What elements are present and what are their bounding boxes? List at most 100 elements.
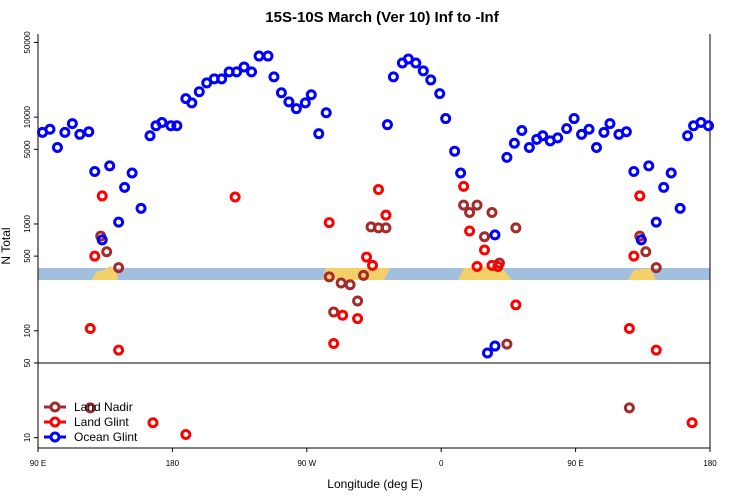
point (328, 306, 340, 318)
point (682, 130, 694, 142)
point (238, 61, 250, 73)
x-axis-label: Longitude (deg E) (327, 477, 422, 491)
point (576, 128, 588, 140)
point (299, 97, 311, 109)
point (323, 271, 335, 283)
legend-marker (49, 416, 61, 428)
y-tick-label: 10000 (23, 105, 32, 128)
point (156, 117, 168, 129)
point (171, 120, 183, 132)
axes: 90 E 180 90 W 0 90 E 180 10 50 100 500 1000 5000 100… (23, 31, 717, 468)
y-tick-label: 1000 (23, 215, 32, 233)
point (628, 250, 640, 262)
legend-label: Land Glint (74, 415, 129, 429)
legend-marker (49, 401, 61, 413)
point (337, 309, 349, 321)
point (283, 96, 295, 108)
point (381, 119, 393, 131)
point (180, 429, 192, 441)
point (96, 234, 108, 246)
y-tick-label: 500 (23, 249, 32, 263)
land-patch (92, 266, 118, 280)
point (74, 128, 86, 140)
point (686, 417, 698, 429)
y-tick-label: 100 (23, 324, 32, 338)
point (703, 120, 715, 132)
point (516, 124, 528, 136)
point (623, 402, 635, 414)
point (458, 199, 470, 211)
point (410, 57, 422, 69)
point (231, 66, 243, 78)
point (344, 279, 356, 291)
point (335, 277, 347, 289)
point (650, 262, 662, 274)
point (508, 137, 520, 149)
point (113, 216, 125, 228)
point (650, 344, 662, 356)
point (84, 402, 96, 414)
point (537, 130, 549, 142)
point (380, 222, 392, 234)
point (492, 260, 504, 272)
point (135, 202, 147, 214)
point (216, 73, 228, 85)
point (380, 209, 392, 221)
point (104, 160, 116, 172)
point (658, 181, 670, 193)
point (44, 123, 56, 135)
point (643, 160, 655, 172)
point (417, 65, 429, 77)
point (628, 165, 640, 177)
point (510, 222, 522, 234)
point (623, 323, 635, 335)
point (481, 347, 493, 359)
point (126, 167, 138, 179)
point (523, 141, 535, 153)
x-tick-label: 180 (166, 459, 180, 468)
chart-title: 15S-10S March (Ver 10) Inf to -Inf (265, 9, 499, 26)
point (361, 251, 373, 263)
point (387, 71, 399, 83)
legend-marker (49, 431, 61, 443)
point (96, 190, 108, 202)
point (604, 118, 616, 130)
point (113, 262, 125, 274)
x-tick-label: 90 E (30, 459, 46, 468)
point (119, 181, 131, 193)
point (59, 126, 71, 138)
point (144, 130, 156, 142)
point (449, 145, 461, 157)
point (561, 123, 573, 135)
point (501, 151, 513, 163)
point (367, 259, 379, 271)
point (425, 74, 437, 86)
point (83, 126, 95, 138)
point (352, 313, 364, 325)
x-tick-label: 0 (439, 459, 444, 468)
point (305, 89, 317, 101)
x-tick-label: 90 W (297, 459, 316, 468)
point (598, 126, 610, 138)
point (89, 165, 101, 177)
y-tick-label: 5000 (23, 140, 32, 158)
point (246, 66, 258, 78)
point (358, 269, 370, 281)
point (479, 244, 491, 256)
point (501, 338, 513, 350)
land-patch (628, 268, 656, 280)
point (650, 216, 662, 228)
point (489, 340, 501, 352)
point (486, 259, 498, 271)
point (262, 50, 274, 62)
point (620, 126, 632, 138)
point (665, 167, 677, 179)
point (471, 260, 483, 272)
legend-label: Ocean Glint (74, 430, 138, 444)
point (268, 71, 280, 83)
point (568, 113, 580, 125)
point (440, 113, 452, 125)
point (464, 207, 476, 219)
y-axis-label: N Total (0, 227, 13, 264)
